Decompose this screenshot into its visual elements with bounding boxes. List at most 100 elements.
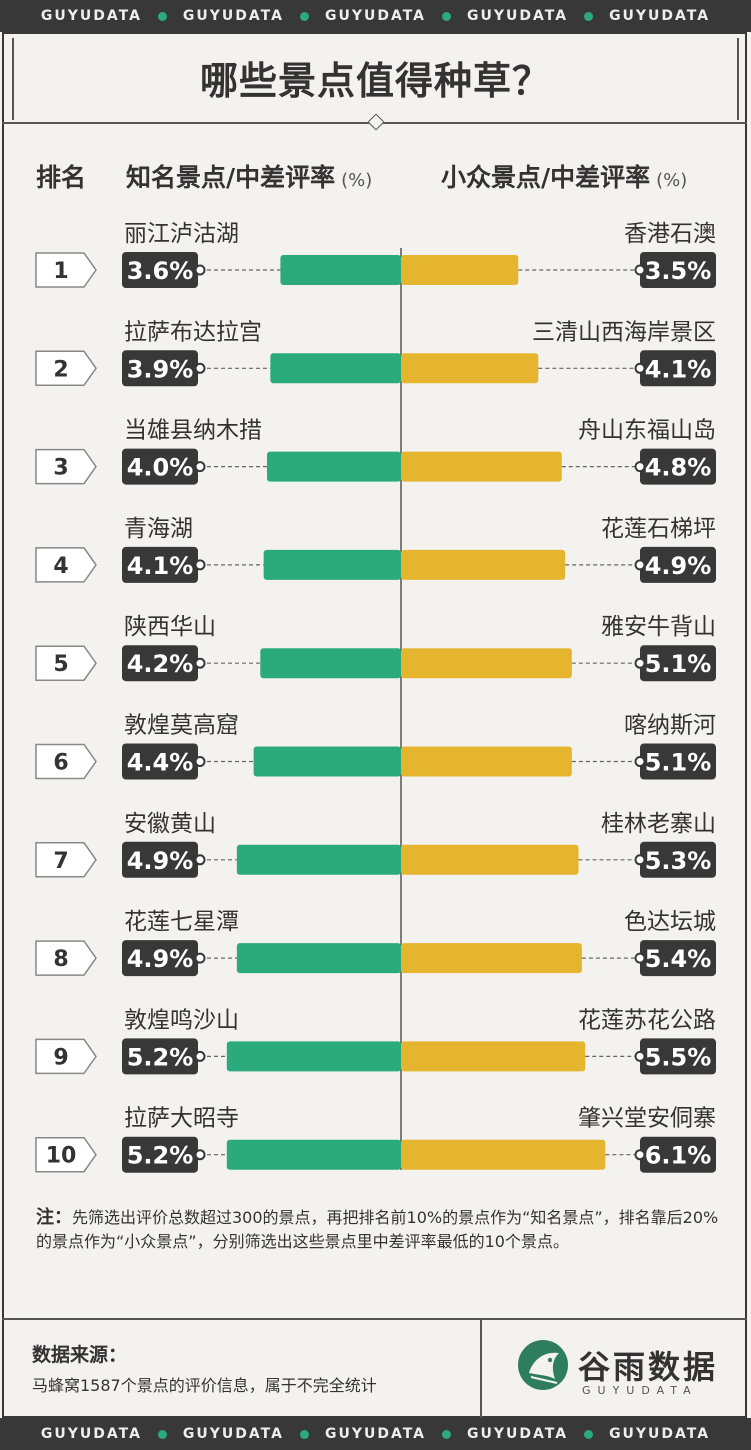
niche-value-label: 5.1% [645,650,712,678]
niche-spot-name: 肇兴堂安侗寨 [578,1106,716,1132]
footnote-label: 注： [36,1207,72,1228]
famous-bar [267,451,401,482]
footnote: 注：先筛选出评价总数超过300的景点，再把排名前10%的景点作为“知名景点”，排… [36,1206,726,1254]
banner-dot-icon [442,1429,452,1439]
famous-value-label: 3.9% [127,355,194,383]
niche-value-badge [640,841,716,878]
rank-label: 8 [53,947,68,972]
famous-value-badge [122,350,198,387]
niche-value-badge [640,940,716,977]
banner-text: GUYUDATA [324,8,427,24]
famous-spot-name: 安徽黄山 [124,811,216,837]
famous-value-badge [122,841,198,878]
niche-value-dot [634,756,646,767]
famous-value-label: 5.2% [127,1142,194,1170]
rank-tag [35,1136,97,1173]
niche-spot-name: 三清山西海岸景区 [532,319,716,345]
niche-bar [401,353,539,384]
niche-bar [401,1139,606,1170]
banner-text: GUYUDATA [324,1426,427,1442]
banner-dot-icon [299,11,309,21]
famous-value-badge [122,252,198,288]
famous-bar [236,844,401,875]
niche-bar [401,746,572,777]
famous-bar [226,1139,401,1170]
niche-value-dot [634,952,646,964]
rank-label: 6 [53,751,68,776]
famous-value-dot [194,657,206,669]
famous-value-label: 4.9% [127,847,194,875]
niche-value-dot [634,264,646,276]
niche-spot-name: 雅安牛背山 [601,614,716,640]
famous-bar [270,353,401,384]
niche-value-badge [640,350,716,387]
page-title: 哪些景点值得种草？ [199,59,551,103]
niche-value-badge [640,546,716,583]
famous-value-label: 5.2% [127,1043,194,1071]
famous-value-label: 3.6% [127,257,194,285]
famous-bar [260,648,401,679]
niche-value-label: 5.4% [645,945,712,973]
page-frame [2,32,747,1418]
famous-value-dot [194,461,206,473]
niche-value-badge [640,1038,716,1075]
niche-spot-name: 花莲石梯坪 [601,516,716,542]
niche-spot-name: 花莲苏花公路 [578,1007,716,1033]
diverging-bar-chart: 1 3.6% 3.5% 丽江泸沽湖 香港石澳 2 3.9% 4.1% 拉萨布达拉宫 三清山西海岸景… [35,221,716,1173]
famous-bar [236,943,401,974]
niche-value-label: 5.1% [645,749,712,777]
rank-tag [35,1038,97,1075]
niche-value-label: 4.1% [645,355,712,383]
niche-value-label: 4.8% [645,454,712,482]
famous-value-dot [194,1149,206,1161]
source-text: 马蜂窝1587个景点的评价信息，属于不完全统计 [32,1376,377,1395]
niche-value-dot [634,657,646,669]
famous-value-label: 4.1% [127,552,194,580]
rank-label: 1 [53,259,68,284]
header-famous-label: 知名景点/中差评率 [126,163,336,192]
niche-spot-name: 桂林老寨山 [601,811,716,837]
rank-tag [35,252,97,288]
famous-bar [280,255,401,285]
niche-bar [401,1041,586,1072]
rank-label: 9 [53,1045,68,1070]
header-niche-unit: (%) [656,170,688,191]
famous-spot-name: 拉萨大昭寺 [124,1106,239,1132]
famous-spot-name: 敦煌鸣沙山 [124,1007,239,1033]
banner-dot-icon [299,1429,309,1439]
famous-value-dot [194,952,206,964]
rank-label: 7 [53,849,68,874]
banner-text: GUYUDATA [609,1426,711,1442]
niche-value-label: 5.3% [645,847,712,875]
famous-value-dot [194,559,206,571]
famous-spot-name: 花莲七星潭 [124,909,239,935]
banner-dot-icon [157,11,167,21]
rank-label: 3 [53,456,68,481]
rank-tag [35,743,97,780]
rank-label: 2 [53,357,68,382]
header-famous-unit: (%) [341,170,373,191]
niche-bar [401,943,582,974]
niche-spot-name: 色达坛城 [624,909,716,935]
famous-bar [263,549,401,580]
niche-value-dot [634,362,646,374]
famous-value-label: 4.2% [127,650,194,678]
niche-value-dot [634,1050,646,1062]
niche-value-badge [640,743,716,780]
famous-value-badge [122,743,198,780]
niche-spot-name: 香港石澳 [624,221,716,247]
famous-value-badge [122,940,198,977]
rank-tag [35,940,97,976]
niche-value-dot [634,854,646,866]
banner-dot-icon [584,1429,594,1439]
header-niche-label: 小众景点/中差评率 [441,163,651,192]
famous-value-badge [122,448,198,485]
famous-value-dot [194,1050,206,1062]
title-box [12,38,739,120]
niche-value-label: 6.1% [645,1142,712,1170]
niche-value-badge [640,448,716,485]
niche-value-dot [634,1149,646,1161]
niche-spot-name: 舟山东福山岛 [578,418,716,444]
famous-value-dot [194,362,206,374]
footnote-text: 先筛选出评价总数超过300的景点，再把排名前10%的景点作为“知名景点”，排名靠… [36,1208,719,1251]
